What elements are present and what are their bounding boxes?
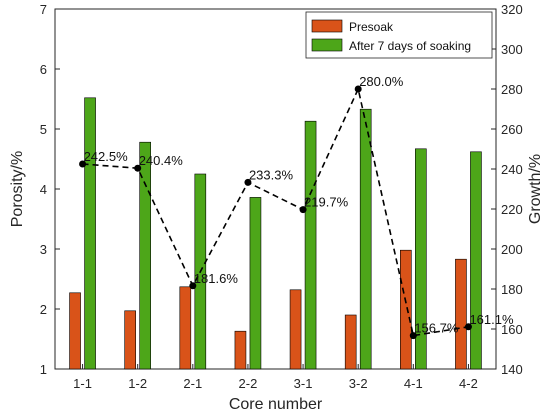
growth-label-3-1: 219.7% — [304, 195, 349, 210]
bar-after-soaking-3-1 — [304, 120, 317, 370]
bar-presoak-4-2 — [455, 258, 467, 370]
right-tick-label: 260 — [501, 122, 523, 137]
growth-label-1-2: 240.4% — [139, 153, 184, 168]
x-tick-label: 4-1 — [404, 376, 423, 391]
bar-after-soaking-4-1 — [415, 148, 427, 370]
legend-swatch-after-soaking — [311, 38, 343, 52]
growth-point-4-2 — [464, 323, 472, 331]
growth-label-4-2: 161.1% — [469, 312, 514, 327]
left-tick-label: 6 — [40, 62, 47, 77]
bar-after-soaking-2-2 — [249, 197, 262, 370]
bar-after-soaking-1-1 — [84, 97, 96, 370]
legend-swatch-presoak — [311, 19, 343, 33]
x-tick-label: 4-2 — [459, 376, 478, 391]
right-tick-label: 140 — [501, 362, 523, 377]
bar-presoak-2-2 — [234, 330, 247, 370]
growth-label-3-2: 280.0% — [359, 74, 404, 89]
growth-point-3-2 — [354, 85, 362, 93]
y-axis-right-label: Growth/% — [527, 154, 544, 224]
growth-point-1-1 — [79, 160, 87, 168]
growth-point-2-1 — [189, 282, 197, 290]
right-tick-label: 200 — [501, 242, 523, 257]
bar-presoak-3-1 — [289, 289, 302, 370]
growth-point-3-1 — [299, 206, 307, 214]
bar-presoak-2-1 — [179, 286, 192, 370]
legend-label-after-soaking: After 7 days of soaking — [349, 39, 471, 53]
bar-after-soaking-4-2 — [470, 151, 482, 370]
bar-after-soaking-3-2 — [359, 108, 372, 370]
right-tick-label: 160 — [501, 322, 523, 337]
plot-frame — [54, 8, 497, 370]
growth-label-2-1: 181.6% — [194, 271, 239, 286]
growth-line — [82, 86, 469, 337]
right-tick-label: 280 — [501, 82, 523, 97]
bar-presoak-4-1 — [400, 249, 412, 370]
growth-point-4-1 — [409, 332, 417, 340]
right-tick-label: 220 — [501, 202, 523, 217]
x-tick-label: 3-2 — [349, 376, 368, 391]
growth-point-1-2 — [134, 164, 142, 172]
x-tick-label: 1-2 — [128, 376, 147, 391]
bar-presoak-3-2 — [344, 314, 357, 370]
x-axis-label: Core number — [229, 396, 323, 413]
left-tick-label: 2 — [40, 302, 47, 317]
left-tick-label: 3 — [40, 242, 47, 257]
right-tick-label: 320 — [501, 2, 523, 17]
left-tick-label: 7 — [40, 2, 47, 17]
left-tick-label: 5 — [40, 122, 47, 137]
x-tick-label: 2-2 — [239, 376, 258, 391]
growth-label-2-2: 233.3% — [249, 167, 294, 182]
growth-label-1-1: 242.5% — [84, 149, 129, 164]
left-tick-label: 1 — [40, 362, 47, 377]
x-tick-label: 3-1 — [294, 376, 313, 391]
growth-point-2-2 — [244, 178, 252, 186]
left-tick-label: 4 — [40, 182, 47, 197]
right-tick-label: 240 — [501, 162, 523, 177]
right-tick-label: 180 — [501, 282, 523, 297]
x-tick-label: 1-1 — [73, 376, 92, 391]
bar-after-soaking-1-2 — [139, 141, 151, 370]
bar-presoak-1-2 — [124, 310, 136, 370]
right-tick-label: 300 — [501, 42, 523, 57]
y-axis-left-label: Porosity/% — [9, 151, 26, 227]
x-tick-label: 2-1 — [183, 376, 202, 391]
bar-presoak-1-1 — [69, 292, 81, 370]
legend-label-presoak: Presoak — [349, 20, 394, 34]
growth-label-4-1: 156.7% — [414, 321, 459, 336]
